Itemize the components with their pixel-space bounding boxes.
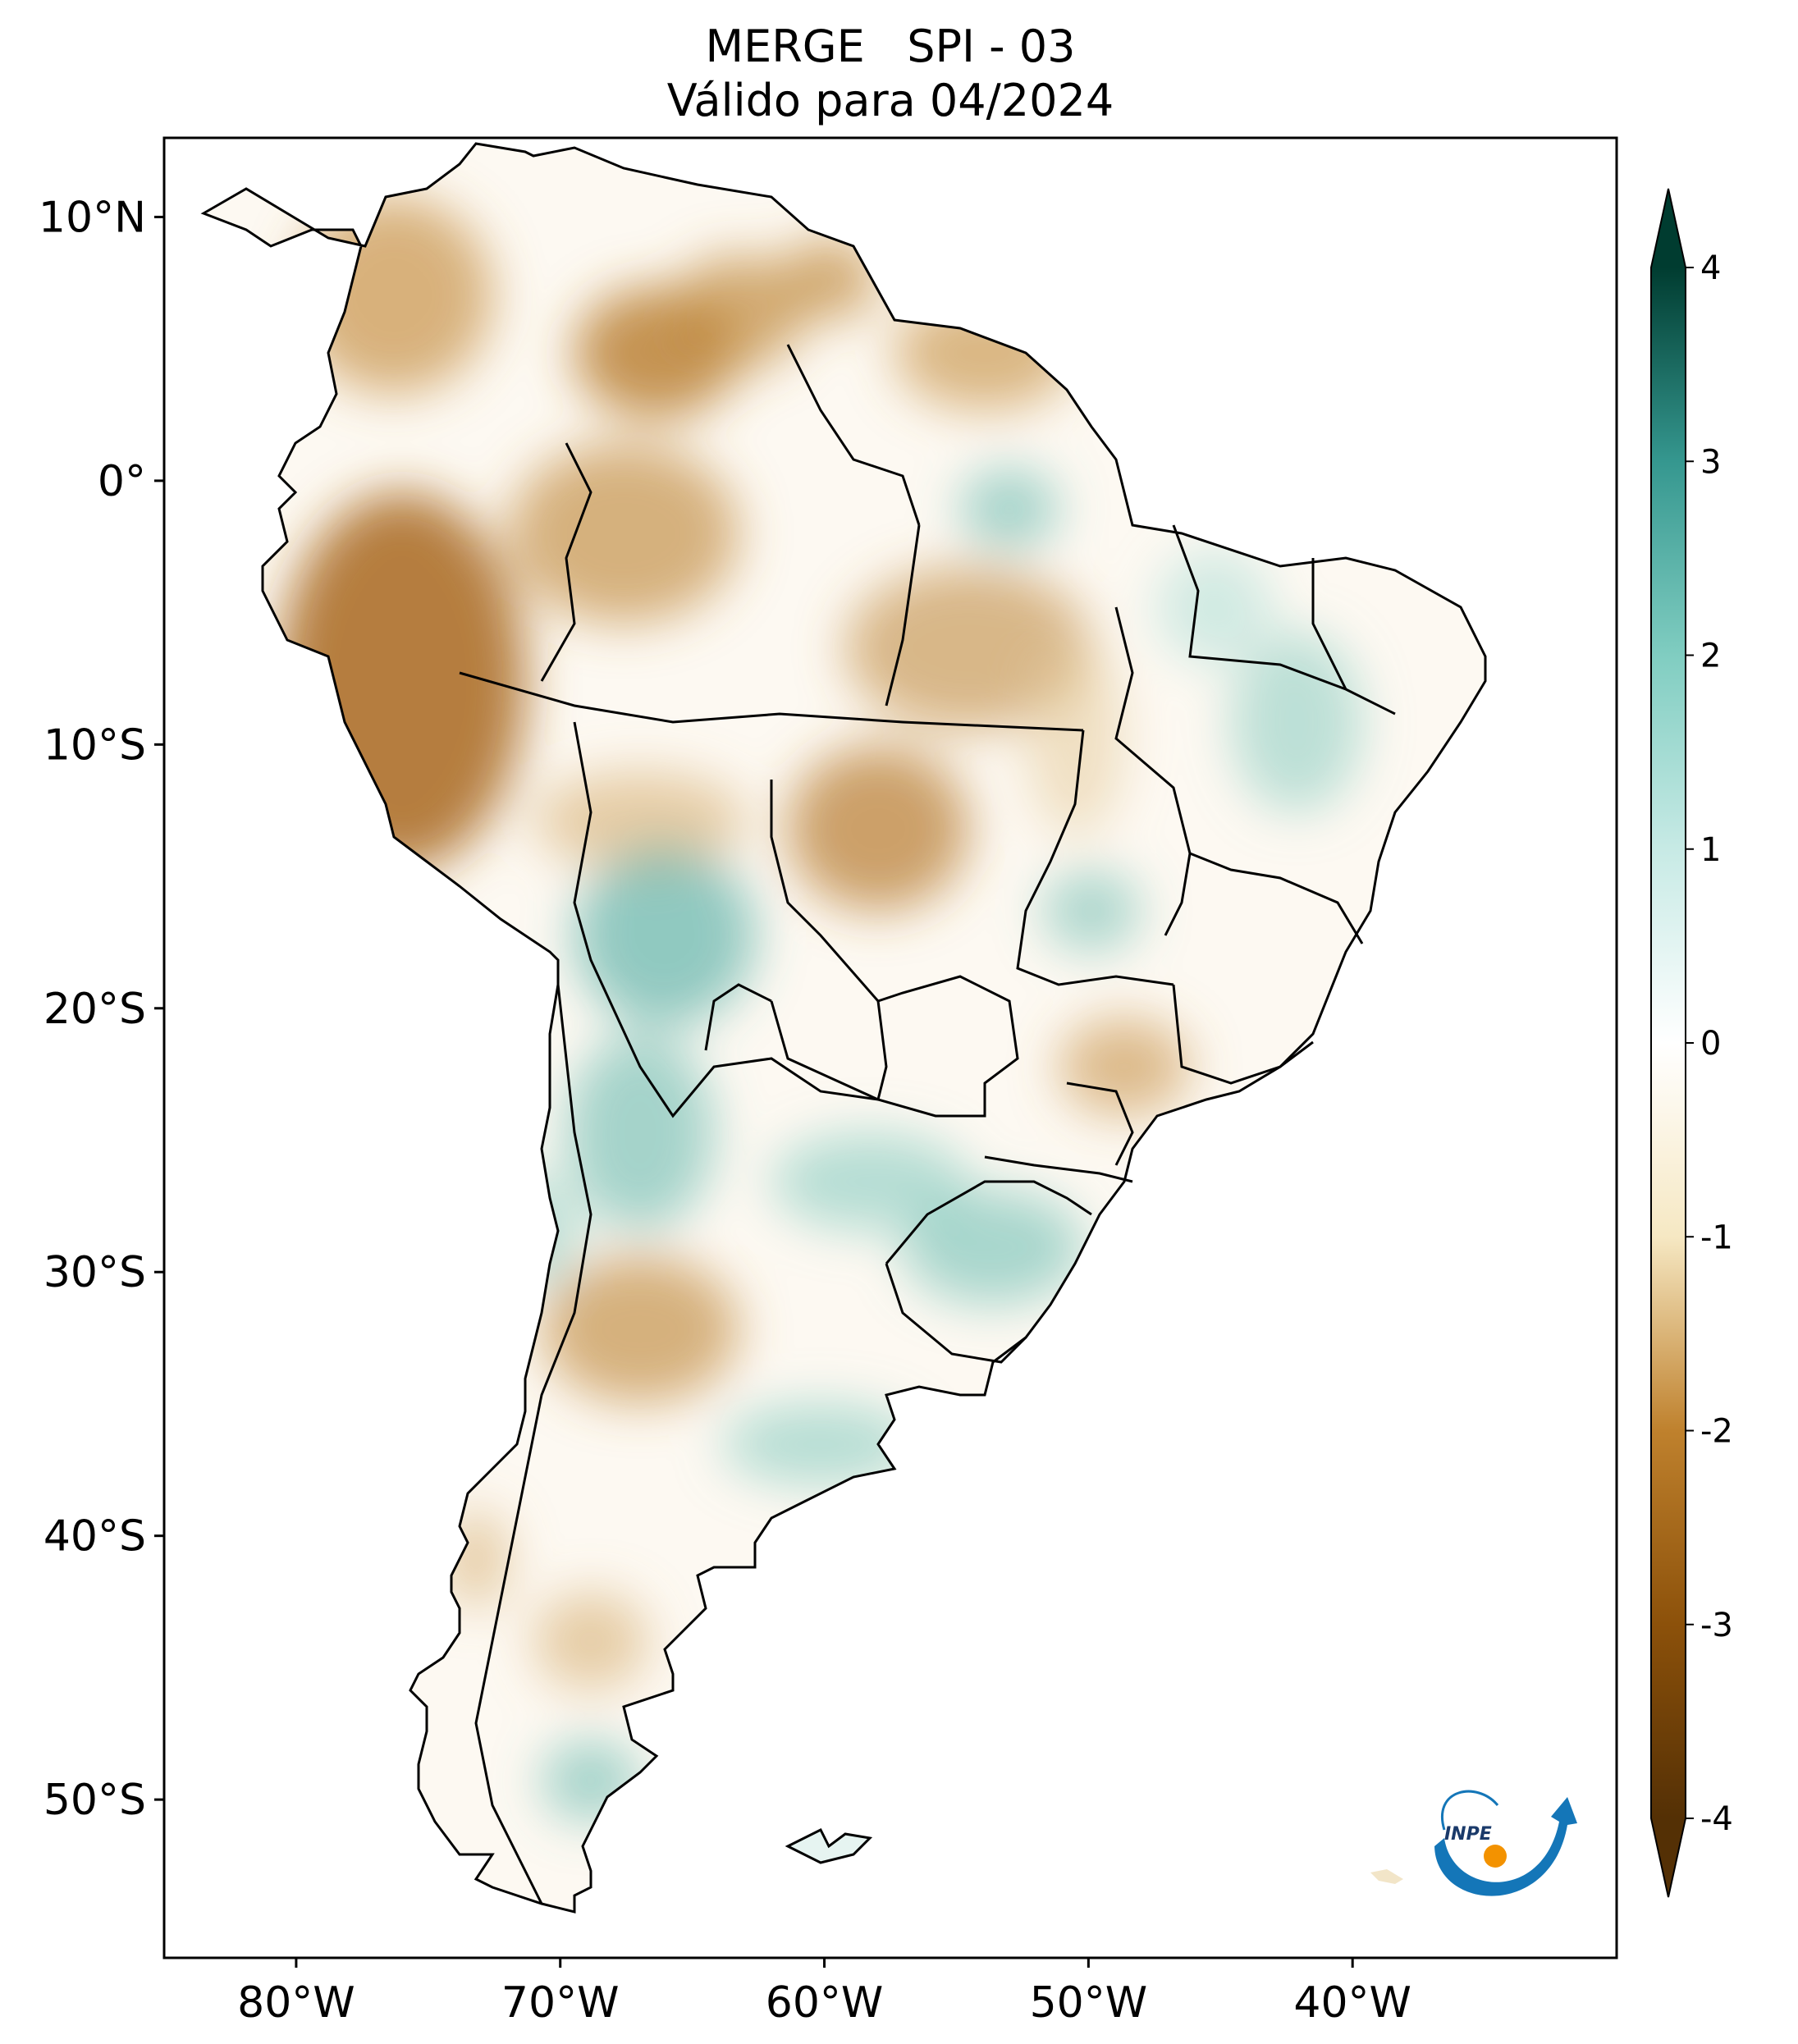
dry-area-sao-paulo xyxy=(1059,1017,1190,1116)
colorbar: 4 3 2 1 0 -1 -2 -3 -4 xyxy=(1650,188,1733,1898)
lon-tick-label: 50°W xyxy=(1030,1978,1148,2028)
lat-tick-label: 0° xyxy=(98,457,146,506)
border-parana-sc xyxy=(984,1155,1133,1183)
lat-tick-label: 50°S xyxy=(43,1776,146,1825)
wet-area-bahia xyxy=(1231,632,1362,812)
south-georgia xyxy=(1370,1869,1403,1884)
dry-area-guyana xyxy=(780,238,878,320)
wet-area-argentina-north xyxy=(566,1034,714,1231)
colorbar-tick-label: -3 xyxy=(1700,1607,1733,1644)
border-bolivia xyxy=(573,721,888,1118)
colorbar-body xyxy=(1651,268,1686,1818)
border-chile-argentina xyxy=(474,984,592,1905)
lon-tick-label: 60°W xyxy=(766,1978,884,2028)
lat-tick-label: 20°S xyxy=(43,985,146,1034)
dry-area-venezuela-east xyxy=(673,254,804,369)
spi-anomaly-blobs xyxy=(279,197,1362,1822)
dry-area-tocantins xyxy=(1026,640,1124,837)
colorbar-min-extension xyxy=(1651,1818,1686,1897)
colorbar-ticks: 4 3 2 1 0 -1 -2 -3 -4 xyxy=(1686,249,1733,1838)
falkland-islands xyxy=(785,1827,873,1864)
colorbar-tick-label: 0 xyxy=(1700,1025,1721,1063)
map-title: MERGE SPI - 03 xyxy=(705,21,1076,72)
border-paraguay xyxy=(770,975,1019,1118)
wet-area-goias xyxy=(1042,870,1141,952)
border-brazil-south-amazon xyxy=(459,671,1084,732)
border-rio-grande-do-sul xyxy=(885,1180,1092,1264)
dry-area-argentina-central xyxy=(542,1255,739,1403)
wet-area-pampas xyxy=(722,1403,919,1485)
latitude-axis: 10°N 0° 10°S 20°S 30°S 40°S 50°S xyxy=(39,193,164,1825)
border-venezuela-brazil xyxy=(786,344,921,526)
colorbar-tick-label: 1 xyxy=(1700,831,1721,869)
logo-orbit-line xyxy=(1441,1790,1499,1831)
wet-area-chaco xyxy=(771,1132,968,1231)
logo-text: INPE xyxy=(1444,1824,1492,1845)
colorbar-tick-label: 4 xyxy=(1700,249,1721,287)
border-piaui-ceara xyxy=(1172,524,1396,716)
lat-tick-label: 30°S xyxy=(43,1248,146,1297)
wet-area-amapa xyxy=(960,468,1059,550)
colorbar-max-extension xyxy=(1651,189,1686,268)
border-ceara-pernambuco xyxy=(1311,558,1347,690)
wet-area-rio-grande xyxy=(903,1190,1083,1305)
border-sp-parana xyxy=(1066,1081,1134,1166)
borders xyxy=(459,344,1396,1905)
border-bahia-minas xyxy=(1189,852,1364,944)
colorbar-tick-label: -1 xyxy=(1700,1219,1733,1256)
inpe-logo: INPE xyxy=(1434,1790,1577,1896)
colorbar-tick-label: -2 xyxy=(1700,1413,1733,1451)
border-minas-sp xyxy=(1172,984,1314,1085)
border-argentina-paraguay-west xyxy=(704,983,772,1051)
dry-area-patagonia xyxy=(533,1592,648,1690)
border-goias xyxy=(1016,729,1174,986)
longitude-axis: 80°W 70°W 60°W 50°W 40°W xyxy=(237,1958,1411,2028)
wet-area-piaui xyxy=(1157,550,1272,665)
colorbar-tick-label: 3 xyxy=(1700,443,1721,481)
logo-arrow-swoosh xyxy=(1434,1797,1577,1896)
dry-area-amazonas xyxy=(509,443,739,624)
border-uruguay xyxy=(885,1263,1027,1364)
lat-tick-label: 40°S xyxy=(43,1512,146,1562)
lat-tick-label: 10°N xyxy=(39,193,146,242)
lat-tick-label: 10°S xyxy=(43,720,146,770)
wet-area-bolivia xyxy=(574,845,755,1026)
colorbar-tick-label: 2 xyxy=(1700,638,1721,675)
lon-tick-label: 80°W xyxy=(237,1978,355,2028)
map-subtitle: Válido para 04/2024 xyxy=(666,75,1114,126)
dry-area-mato-grosso xyxy=(788,747,968,911)
border-para-amazonas xyxy=(885,524,921,706)
logo-sun-dot xyxy=(1484,1845,1507,1868)
lon-tick-label: 70°W xyxy=(501,1978,620,2028)
lon-tick-label: 40°W xyxy=(1293,1978,1411,2028)
border-tocantins-bahia xyxy=(1114,606,1192,936)
colorbar-tick-label: -4 xyxy=(1700,1800,1733,1838)
border-colombia-brazil xyxy=(540,442,592,682)
